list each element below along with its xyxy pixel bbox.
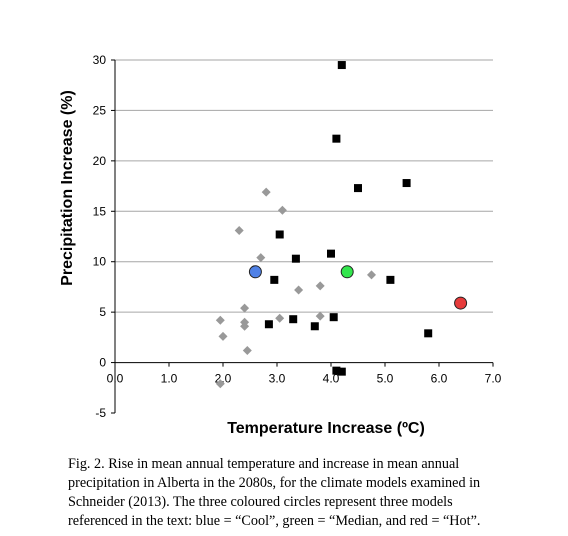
model-circle-point	[454, 296, 468, 310]
y-tick-label: 30	[93, 53, 107, 67]
square-point	[337, 61, 346, 70]
square-point	[289, 315, 298, 324]
square-point	[275, 230, 284, 239]
axes	[111, 59, 494, 414]
caption-line: Fig. 2. Rise in mean annual temperature …	[68, 456, 460, 472]
x-tick-label: 5.0	[377, 372, 394, 386]
diamond-point	[367, 270, 376, 280]
y-tick-label: 0	[99, 356, 106, 370]
x-tick-label: 4.0	[323, 372, 340, 386]
square-point	[402, 179, 411, 188]
y-tick-label: 15	[93, 204, 107, 218]
diamond-point	[315, 311, 325, 321]
x-tick-label: 7.0	[485, 372, 502, 386]
diamond-point	[242, 345, 252, 355]
square-point	[337, 367, 346, 376]
diamond-point	[234, 225, 244, 235]
model-circle-point	[248, 265, 262, 279]
x-tick-labels: 0.0 1.0 2.0 3.0 4.0 5.0 6.0 7.0	[107, 372, 502, 386]
diamond-point	[256, 253, 266, 263]
diamond-point	[215, 379, 225, 389]
caption-line: Schneider (2013). The three coloured cir…	[68, 494, 453, 510]
x-tick-label: 6.0	[431, 372, 448, 386]
square-point	[329, 313, 338, 322]
square-point	[386, 275, 395, 284]
diamond-point	[240, 303, 250, 313]
diamond-point	[261, 187, 271, 197]
x-axis-title: Temperature Increase (ºC)	[227, 420, 425, 437]
y-tick-label: 20	[93, 154, 107, 168]
caption-line: referenced in the text: blue = “Cool”, g…	[68, 513, 481, 529]
square-point	[327, 249, 335, 258]
x-tick-label: 3.0	[269, 372, 286, 386]
y-tick-label: 10	[93, 255, 107, 269]
model-circle-point	[340, 265, 354, 279]
square-point	[291, 254, 300, 263]
diamond-point	[315, 281, 325, 291]
square-point	[354, 184, 362, 193]
gridlines	[115, 59, 493, 313]
diamond-point	[218, 331, 228, 341]
data-points	[215, 61, 468, 389]
square-point	[310, 322, 319, 331]
square-point	[332, 134, 341, 143]
diamond-point	[215, 315, 225, 325]
y-axis-title: Precipitation Increase (%)	[59, 90, 76, 286]
square-point	[264, 320, 273, 329]
y-tick-label: 25	[93, 103, 107, 117]
y-tick-label: -5	[95, 406, 106, 420]
diamond-point	[294, 285, 304, 295]
x-tick-label: 0.0	[107, 372, 124, 386]
figure-caption: Fig. 2. Rise in mean annual temperature …	[68, 455, 538, 531]
x-tick-label: 1.0	[161, 372, 178, 386]
diamond-point	[275, 313, 285, 323]
diamond-point	[240, 321, 250, 331]
caption-line: precipitation in Alberta in the 2080s, f…	[68, 475, 481, 491]
diamond-point	[277, 205, 287, 215]
square-point	[332, 366, 341, 375]
y-tick-labels: -5 0 5 10 15 20 25 30	[93, 53, 107, 420]
square-point	[424, 329, 433, 338]
y-tick-label: 5	[99, 305, 106, 319]
square-point	[270, 275, 279, 284]
